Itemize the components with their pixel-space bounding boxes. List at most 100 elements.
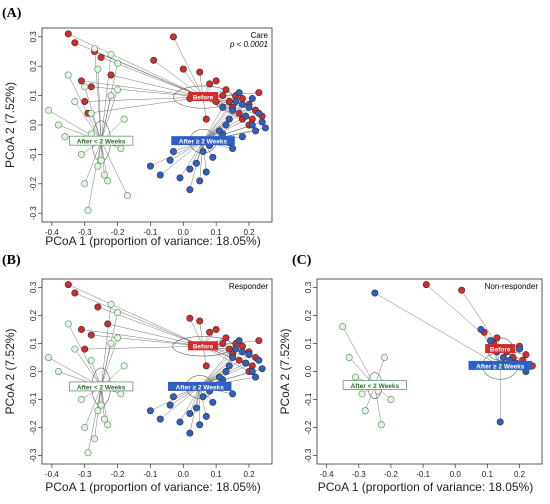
data-point [77, 77, 85, 85]
data-point [186, 165, 194, 173]
data-point [64, 320, 72, 328]
spider-line [68, 323, 102, 388]
data-point [212, 77, 220, 85]
data-point [215, 373, 223, 381]
data-point [206, 80, 214, 88]
group-label: Before [193, 94, 214, 101]
data-point [477, 325, 485, 333]
data-point [45, 353, 53, 361]
annotation: p < 0.0001 [229, 40, 268, 49]
data-point [252, 127, 260, 135]
data-point [77, 150, 85, 158]
y-tick-label: 0.0 [29, 119, 38, 131]
data-point [156, 171, 164, 179]
data-point [97, 156, 105, 164]
data-point [64, 30, 72, 38]
data-point [222, 334, 230, 342]
panel-a: (A) -0.4 -0.3 -0.2 -0.1 0.0 0.1 0.2 -0.3 -0.2 -0.1… [2, 6, 273, 248]
data-point [156, 415, 164, 423]
data-point [196, 68, 204, 76]
spider-line [84, 141, 102, 184]
data-point [499, 353, 507, 361]
x-tick-label: -0.3 [352, 470, 366, 479]
panel-label: (A) [2, 6, 22, 21]
data-point [77, 325, 85, 333]
data-point [107, 339, 115, 347]
data-point [166, 156, 174, 164]
data-point [186, 186, 194, 194]
y-tick-label: 0.3 [304, 281, 313, 293]
data-point [91, 435, 99, 443]
x-tick-label: -0.4 [320, 470, 334, 479]
spider-line [374, 292, 501, 367]
group-label-box [69, 135, 134, 146]
spider-line [84, 346, 204, 350]
spider-line [100, 63, 118, 142]
spider-line [199, 386, 207, 417]
x-tick-label: 0.0 [450, 470, 462, 479]
data-point [54, 367, 62, 375]
data-point [146, 162, 154, 170]
data-point [146, 407, 154, 415]
data-point [255, 356, 263, 364]
data-point [222, 121, 230, 129]
y-tick-label: -0.2 [29, 420, 38, 434]
group-label-box [69, 381, 134, 392]
y-tick-label: -0.3 [29, 206, 38, 220]
data-point [176, 174, 184, 182]
data-point [107, 300, 115, 308]
data-point [215, 127, 223, 135]
data-point [87, 83, 95, 91]
spider-line [91, 86, 204, 98]
group-label: Before [193, 344, 214, 351]
data-point [94, 303, 102, 311]
data-point [107, 92, 115, 100]
data-point [229, 390, 237, 398]
y-tick-label: 0.3 [29, 31, 38, 43]
data-point [84, 449, 92, 457]
group-label: After < 2 Weeks [77, 384, 126, 391]
group-label: Before [490, 346, 511, 353]
group-label: After < 2 Weeks [77, 139, 126, 146]
data-point [248, 95, 256, 103]
data-point [219, 103, 227, 111]
group-label-box [171, 136, 235, 146]
spider-line [110, 74, 204, 98]
data-point [71, 345, 79, 353]
data-point [104, 320, 112, 328]
data-point [114, 86, 122, 94]
spider-line [199, 141, 204, 181]
data-point [202, 412, 210, 420]
spider-line [68, 74, 102, 142]
data-point [371, 289, 379, 297]
data-point [225, 362, 233, 370]
data-point [242, 112, 250, 120]
spider-line [81, 329, 204, 347]
y-tick-label: -0.2 [29, 176, 38, 190]
data-point [242, 359, 250, 367]
x-tick-label: -0.2 [111, 470, 125, 479]
data-point [219, 339, 227, 347]
data-point [222, 86, 230, 94]
data-point [248, 121, 256, 129]
data-point [186, 429, 194, 437]
data-point [515, 345, 523, 353]
data-point [380, 353, 388, 361]
data-point [120, 362, 128, 370]
x-axis-title: PCoA 1 (proportion of variance: 18.05%) [318, 480, 533, 494]
x-tick-label: -0.4 [45, 470, 59, 479]
data-point [61, 133, 69, 141]
panel-c: (C) -0.4 -0.3 -0.2 -0.1 0.0 0.1 0.2 -0.3 -0.2 -0.1… [278, 253, 543, 494]
data-point [104, 177, 112, 185]
spider-line [189, 141, 204, 170]
y-tick-label: 0.2 [29, 60, 38, 72]
x-axis-title: PCoA 1 (proportion of variance: 18.05%) [45, 480, 260, 494]
spider-line [87, 141, 102, 211]
data-point [45, 106, 53, 114]
y-tick-label: 0.1 [29, 89, 38, 101]
data-point [179, 65, 187, 73]
spider-line [153, 60, 204, 98]
data-point [117, 390, 125, 398]
spider-line [100, 304, 112, 387]
spider-line [87, 96, 204, 114]
